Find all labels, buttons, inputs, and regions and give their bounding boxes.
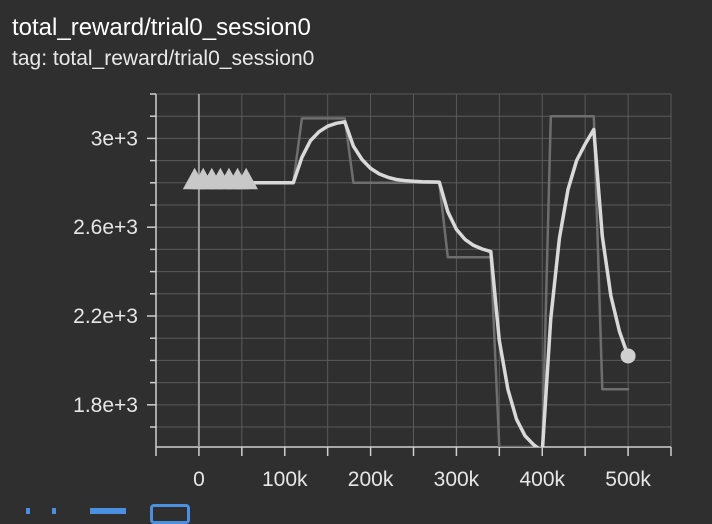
card-toolbar: [0, 496, 712, 524]
x-tick-label: 0: [193, 468, 205, 491]
series-group: [182, 114, 630, 447]
data-download-icon[interactable]: [90, 508, 126, 514]
y-tick-label: 2.6e+3: [73, 216, 138, 239]
y-tick-label: 1.8e+3: [73, 394, 138, 417]
x-tick-label: 200k: [348, 468, 394, 491]
x-tick-label: 400k: [519, 468, 565, 491]
x-tick-label: 500k: [605, 468, 651, 491]
triangle-marker: [234, 167, 258, 190]
scalar-chart[interactable]: 1.8e+3 2.2e+3 2.6e+3 3e+3 0 100k 200k 300k 400k 5…: [0, 0, 712, 496]
y-tick-label: 3e+3: [91, 127, 138, 150]
x-tick-label: 100k: [262, 468, 308, 491]
y-tick-label: 2.2e+3: [73, 305, 138, 328]
series-line-raw: [189, 114, 630, 447]
x-tick-label: 300k: [434, 468, 480, 491]
card-title: total_reward/trial0_session0: [12, 14, 311, 41]
series-line-smoothed: [188, 120, 630, 447]
expand-icon[interactable]: [26, 508, 56, 514]
fit-domain-icon[interactable]: [150, 504, 190, 524]
end-point-marker: [620, 348, 636, 364]
card-tag: tag: total_reward/trial0_session0: [12, 47, 315, 70]
